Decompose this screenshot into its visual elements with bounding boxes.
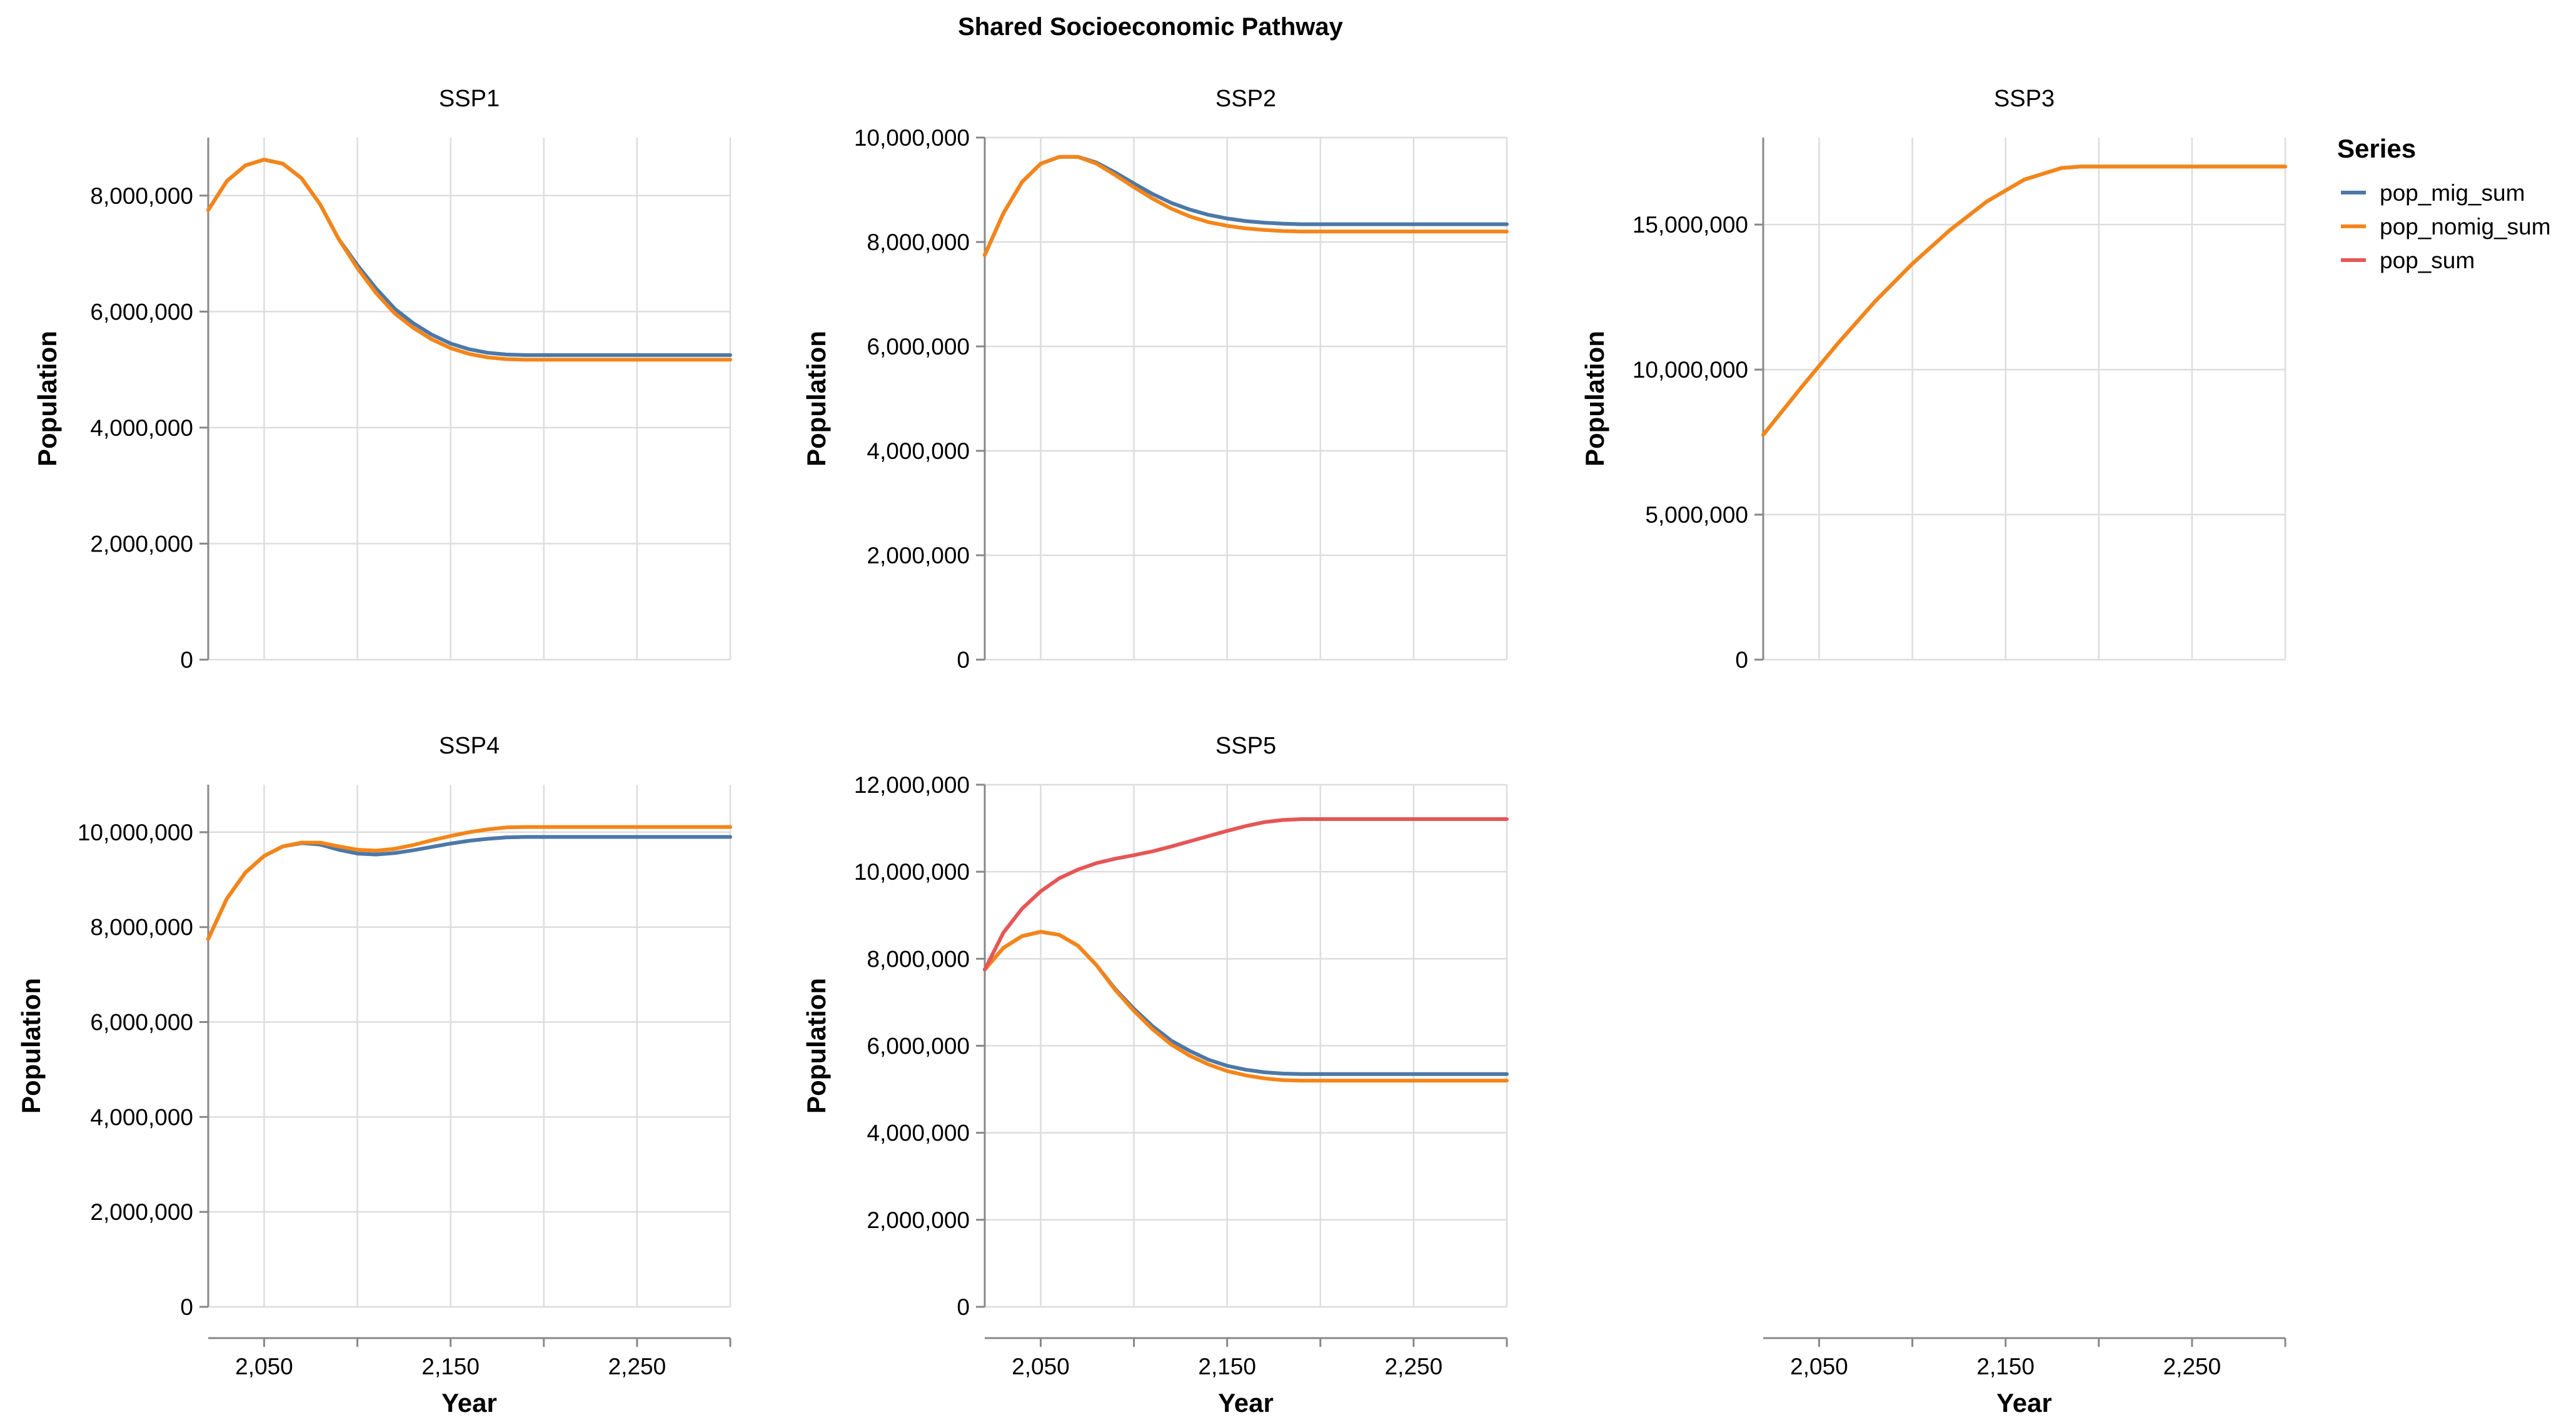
y-tick-label: 10,000,000 — [1633, 357, 1748, 383]
series-line-pop_nomig_sum — [983, 154, 1509, 257]
panel-1: SSP1 0 2,000,000 4,000,000 6,000,000 8,000,00… — [33, 86, 732, 673]
legend-title: Series — [2337, 134, 2416, 163]
y-tick-label: 0 — [957, 1294, 970, 1320]
x-tick-label: 2,050 — [1012, 1354, 1070, 1379]
series-line-pop_mig_sum — [983, 154, 1509, 257]
y-tick-label: 4,000,000 — [90, 415, 193, 441]
y-axis-label: Population — [1580, 331, 1609, 466]
x-tick-label: 2,250 — [608, 1354, 667, 1379]
series-line-pop_mig_sum — [1761, 164, 2287, 437]
y-tick-label: 10,000,000 — [854, 125, 970, 151]
x-tick-label: 2,150 — [1976, 1354, 2035, 1379]
y-tick-label: 4,000,000 — [867, 438, 970, 464]
y-axis-label: Population — [802, 331, 831, 466]
y-tick-label: 6,000,000 — [867, 1034, 970, 1059]
panel-title: SSP5 — [1215, 733, 1276, 759]
x-tick-label: 2,050 — [235, 1354, 293, 1379]
panel-3: SSP3 0 5,000,000 10,000,000 15,000,000 Popula… — [1580, 86, 2287, 673]
panel-title: SSP2 — [1215, 86, 1276, 112]
y-tick-label: 2,000,000 — [90, 531, 193, 556]
legend-item-label: pop_nomig_sum — [2380, 214, 2551, 239]
y-tick-label: 0 — [180, 1294, 193, 1320]
y-tick-label: 0 — [957, 647, 970, 673]
series-line-pop_mig_sum — [206, 835, 732, 941]
y-tick-label: 8,000,000 — [867, 946, 970, 972]
y-tick-label: 6,000,000 — [90, 1010, 193, 1035]
y-tick-label: 12,000,000 — [854, 772, 970, 798]
panel-2: SSP2 0 2,000,000 4,000,000 6,000,000 8,000,00… — [802, 86, 1509, 673]
series-line-pop_nomig_sum — [206, 825, 732, 941]
panel-4: SSP4 0 2,000,000 4,000,000 6,000,000 8,000,00… — [16, 733, 732, 1417]
panel-title: SSP4 — [439, 733, 500, 759]
x-tick-label: 2,050 — [1790, 1354, 1848, 1379]
y-tick-label: 8,000,000 — [867, 229, 970, 255]
y-tick-label: 6,000,000 — [90, 299, 193, 325]
x-tick-label: 2,250 — [1385, 1354, 1443, 1379]
x-axis-label: Year — [1218, 1388, 1274, 1417]
legend: Series pop_mig_sum pop_nomig_sum pop_sum — [2337, 134, 2551, 273]
series-line-pop_sum — [983, 817, 1509, 972]
x-axis-label: Year — [1996, 1388, 2052, 1417]
x-tick-label: 2,250 — [2163, 1354, 2221, 1379]
y-tick-label: 6,000,000 — [867, 334, 970, 360]
y-axis-label: Population — [16, 978, 46, 1114]
y-axis-label: Population — [802, 978, 831, 1114]
y-axis-label: Population — [33, 331, 62, 466]
y-tick-label: 8,000,000 — [90, 915, 193, 940]
y-tick-label: 0 — [1735, 647, 1748, 673]
panel-6: 2,050 2,150 2,250 Year — [1763, 1337, 2287, 1417]
legend-item-label: pop_mig_sum — [2380, 180, 2525, 206]
y-tick-label: 5,000,000 — [1645, 502, 1748, 528]
y-tick-label: 8,000,000 — [90, 183, 193, 209]
x-axis-label: Year — [441, 1388, 497, 1417]
y-tick-label: 10,000,000 — [854, 859, 970, 885]
series-line-pop_nomig_sum — [206, 158, 732, 362]
y-tick-label: 2,000,000 — [867, 1207, 970, 1233]
chart-title: Shared Socioeconomic Pathway — [958, 13, 1343, 41]
y-tick-label: 15,000,000 — [1633, 212, 1748, 238]
x-tick-label: 2,150 — [1198, 1354, 1256, 1379]
series-line-pop_mig_sum — [206, 158, 732, 357]
y-tick-label: 10,000,000 — [78, 820, 193, 845]
y-tick-label: 4,000,000 — [867, 1120, 970, 1146]
x-tick-label: 2,150 — [421, 1354, 480, 1379]
y-tick-label: 4,000,000 — [90, 1104, 193, 1130]
series-line-pop_nomig_sum — [1761, 164, 2287, 437]
panel-title: SSP1 — [439, 86, 500, 112]
series-line-pop_mig_sum — [983, 930, 1509, 1076]
y-tick-label: 2,000,000 — [867, 543, 970, 568]
y-tick-label: 2,000,000 — [90, 1199, 193, 1225]
series-line-pop_nomig_sum — [983, 930, 1509, 1083]
legend-item-label: pop_sum — [2380, 248, 2475, 273]
panels: SSP1 0 2,000,000 4,000,000 6,000,000 8,000,00… — [16, 86, 2287, 1417]
panel-5: SSP5 0 2,000,000 4,000,000 6,000,000 8,000,00… — [802, 733, 1509, 1417]
y-tick-label: 0 — [180, 647, 193, 673]
panel-title: SSP3 — [1994, 86, 2055, 112]
